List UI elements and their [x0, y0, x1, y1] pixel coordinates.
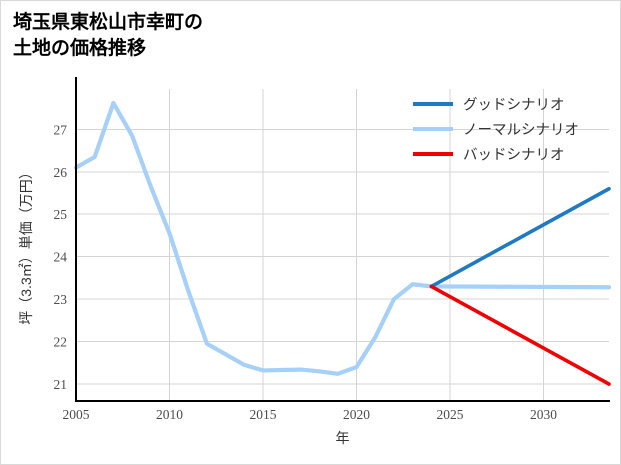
x-tick-label: 2010: [156, 407, 183, 422]
legend-item-label: グッドシナリオ: [463, 97, 565, 114]
y-tick-label: 23: [54, 292, 68, 307]
y-tick-label: 26: [54, 165, 68, 180]
series-line: [73, 100, 612, 376]
y-tick-label: 24: [54, 250, 68, 265]
legend-item-label: ノーマルシナリオ: [463, 123, 579, 139]
x-tick-label: 2025: [437, 407, 464, 422]
x-axis-title: 年: [336, 430, 350, 446]
x-tick-label: 2030: [530, 407, 557, 422]
x-tick-label: 2015: [250, 407, 277, 422]
axes: [74, 77, 610, 403]
y-axis-tick-labels: 21 22 23 24 25 26 27: [54, 122, 68, 392]
x-tick-label: 2005: [63, 407, 90, 422]
legend-item-label: バッドシナリオ: [463, 148, 565, 164]
x-axis-tick-labels: 2005 2010 2015 2020 2025 2030: [63, 407, 558, 422]
legend-item[interactable]: グッドシナリオ: [413, 97, 565, 114]
y-tick-label: 21: [54, 377, 68, 392]
series-lines: [73, 100, 612, 386]
y-tick-label: 25: [54, 207, 68, 222]
series-line: [429, 186, 611, 289]
legend-item[interactable]: バッドシナリオ: [413, 148, 565, 164]
y-tick-label: 27: [54, 122, 68, 137]
legend-item[interactable]: ノーマルシナリオ: [413, 123, 579, 139]
page-title: 埼玉県東松山市幸町の 土地の価格推移: [13, 12, 204, 59]
axis-titles: 年 坪（3.3㎡）単価（万円）: [18, 165, 350, 446]
y-tick-label: 22: [54, 335, 68, 350]
y-axis-title: 坪（3.3㎡）単価（万円）: [18, 165, 34, 324]
series-line: [429, 284, 611, 386]
x-tick-label: 2020: [343, 407, 370, 422]
